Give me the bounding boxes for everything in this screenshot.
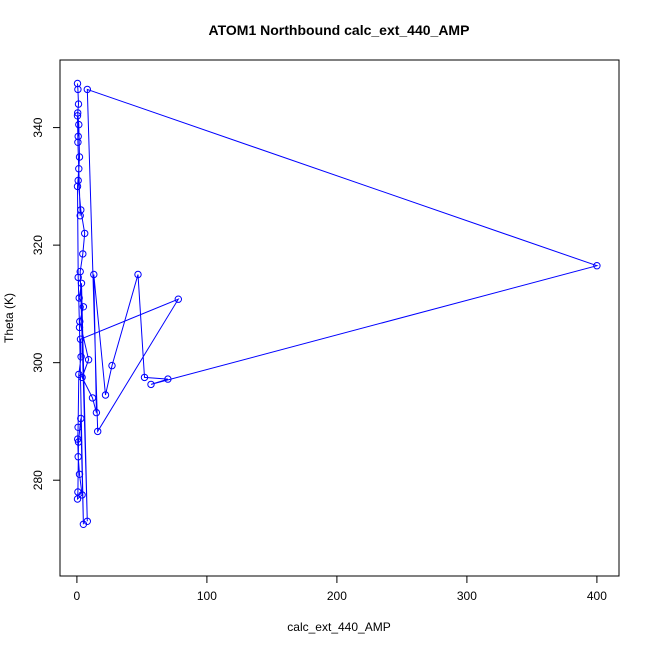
data-point [90, 270, 98, 279]
data-point [101, 391, 110, 399]
data-point [134, 270, 142, 279]
x-tick-label: 100 [197, 589, 217, 603]
data-point [74, 273, 82, 282]
data-point [75, 153, 84, 161]
data-point [74, 423, 82, 431]
data-point [75, 323, 84, 332]
y-tick-label: 320 [31, 235, 45, 255]
data-point [75, 294, 83, 302]
x-tick-label: 200 [327, 589, 347, 603]
chart-title: ATOM1 Northbound calc_ext_440_AMP [209, 22, 470, 38]
data-point [75, 120, 83, 129]
data-point [164, 375, 172, 383]
data-point [75, 165, 83, 173]
x-tick-label: 400 [587, 589, 607, 603]
data-point [79, 520, 88, 528]
data-point [79, 250, 87, 258]
x-tick-label: 0 [74, 589, 81, 603]
y-tick-label: 280 [31, 470, 45, 490]
data-point [108, 361, 116, 370]
data-point [83, 85, 92, 94]
data-point [76, 335, 85, 343]
x-axis-label: calc_ext_440_AMP [287, 620, 390, 634]
data-point [88, 394, 97, 402]
data-point [74, 435, 82, 443]
data-point [73, 112, 82, 120]
series-layer [73, 79, 601, 528]
data-point [74, 109, 82, 117]
data-point [73, 182, 82, 191]
data-point [74, 132, 82, 141]
y-axis-label: Theta (K) [2, 293, 16, 343]
data-point [140, 373, 149, 382]
y-tick-label: 300 [31, 352, 45, 372]
data-point [593, 262, 601, 270]
y-axis: 280 300 320 340 [31, 117, 61, 490]
data-point [147, 380, 155, 389]
data-point [73, 495, 82, 503]
data-point [92, 408, 101, 417]
data-point [74, 85, 82, 94]
data-point [77, 414, 85, 423]
data-point [94, 427, 102, 436]
x-tick-label: 300 [457, 589, 477, 603]
y-tick-label: 340 [31, 117, 45, 137]
x-axis: 0 100 200 300 400 [74, 575, 607, 603]
data-point [84, 356, 93, 364]
data-point [77, 279, 86, 287]
data-point [174, 295, 183, 303]
series-line [76, 83, 599, 525]
data-point [79, 303, 88, 311]
data-point [75, 470, 84, 478]
data-point [75, 370, 83, 379]
data-point [74, 438, 83, 446]
data-point [74, 453, 82, 461]
data-point [81, 229, 89, 238]
data-point [76, 212, 84, 220]
data-point [77, 353, 85, 361]
data-point [74, 100, 83, 108]
data-point [77, 206, 85, 214]
data-point [74, 488, 82, 496]
